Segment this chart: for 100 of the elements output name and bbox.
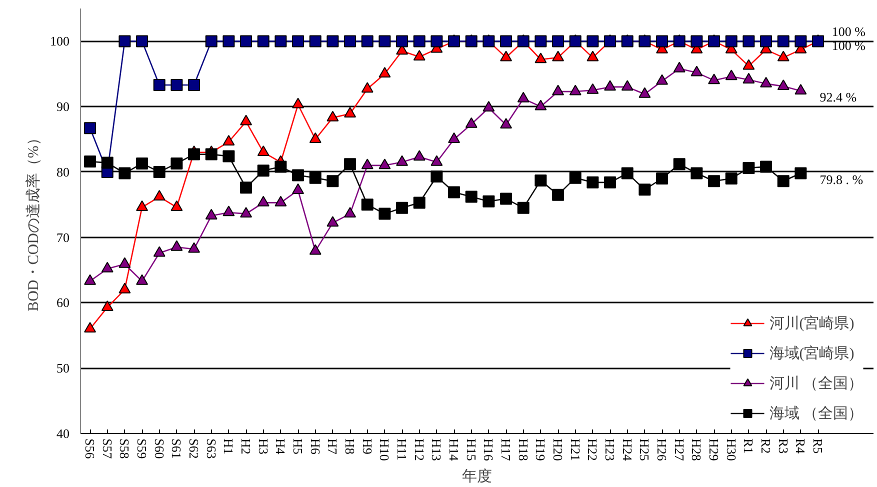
x-tick-label: R5 bbox=[810, 438, 826, 454]
x-tick-label: R1 bbox=[741, 438, 756, 454]
point bbox=[240, 114, 252, 126]
y-tick-label: 50 bbox=[56, 360, 70, 376]
point bbox=[378, 35, 391, 48]
y-axis-title: BOD・CODの達成率（%） bbox=[25, 130, 42, 312]
point bbox=[240, 206, 252, 218]
point bbox=[708, 175, 720, 188]
x-tick-label: S60 bbox=[152, 438, 167, 459]
point bbox=[326, 35, 339, 48]
point bbox=[101, 262, 114, 272]
x-tick-label: S62 bbox=[186, 438, 202, 459]
point bbox=[396, 35, 408, 48]
point bbox=[292, 35, 304, 48]
point bbox=[378, 158, 391, 170]
x-tick-label: H5 bbox=[290, 438, 306, 454]
x-tick-label: H2 bbox=[238, 438, 254, 454]
point bbox=[136, 157, 148, 170]
point bbox=[430, 170, 443, 183]
point bbox=[777, 175, 790, 188]
y-tick-label: 100 bbox=[50, 34, 70, 49]
y-tick-label: 70 bbox=[56, 230, 70, 245]
point bbox=[118, 257, 131, 268]
x-tick-label: H13 bbox=[429, 438, 444, 461]
point bbox=[326, 216, 339, 227]
point bbox=[205, 148, 218, 160]
point bbox=[673, 35, 686, 48]
point bbox=[413, 35, 426, 48]
x-tick-label: H21 bbox=[568, 438, 583, 461]
point bbox=[448, 35, 460, 48]
point bbox=[274, 35, 287, 48]
point bbox=[326, 110, 339, 122]
x-tick-label: S56 bbox=[82, 438, 98, 460]
point bbox=[309, 132, 322, 143]
point bbox=[604, 80, 616, 91]
x-tick-label: H20 bbox=[550, 438, 566, 461]
point bbox=[136, 35, 148, 48]
point bbox=[638, 184, 651, 196]
x-tick-label: H14 bbox=[446, 438, 462, 462]
point bbox=[482, 195, 495, 208]
annotation: 79.8 . % bbox=[820, 172, 864, 187]
point bbox=[552, 84, 564, 96]
point bbox=[205, 35, 218, 48]
point bbox=[413, 150, 426, 161]
x-tick-label: H12 bbox=[412, 438, 427, 461]
point bbox=[344, 158, 356, 170]
point bbox=[742, 59, 755, 70]
point bbox=[84, 274, 96, 285]
point bbox=[84, 322, 96, 333]
y-tick-label: 90 bbox=[56, 99, 70, 114]
point bbox=[170, 200, 183, 211]
point bbox=[378, 208, 391, 220]
x-axis-title: 年度 bbox=[462, 468, 492, 485]
point bbox=[188, 148, 200, 160]
point bbox=[413, 50, 426, 61]
point bbox=[621, 80, 634, 91]
x-tick-label: H17 bbox=[498, 438, 514, 462]
point bbox=[153, 79, 166, 91]
point bbox=[586, 50, 599, 62]
x-tick-label: H18 bbox=[516, 438, 531, 461]
point bbox=[413, 196, 426, 209]
point bbox=[257, 196, 270, 206]
point bbox=[725, 70, 738, 80]
point bbox=[777, 35, 790, 48]
point bbox=[205, 208, 218, 220]
point bbox=[500, 50, 512, 62]
point bbox=[153, 246, 166, 257]
point bbox=[344, 106, 356, 118]
x-tick-label: H1 bbox=[221, 438, 236, 454]
point bbox=[188, 79, 200, 91]
point bbox=[552, 188, 564, 201]
point bbox=[292, 98, 304, 108]
point bbox=[638, 87, 651, 98]
x-tick-label: H4 bbox=[273, 438, 288, 455]
point bbox=[552, 35, 564, 48]
point bbox=[794, 167, 807, 180]
point bbox=[742, 35, 755, 48]
point bbox=[170, 240, 183, 251]
point bbox=[569, 84, 582, 96]
point bbox=[396, 155, 408, 166]
x-tick-label: H24 bbox=[620, 438, 635, 462]
legend-label: 海域 （全国） bbox=[769, 404, 863, 422]
point bbox=[170, 157, 183, 170]
point bbox=[361, 158, 374, 170]
x-tick-label: S59 bbox=[134, 438, 150, 459]
point bbox=[153, 190, 166, 200]
x-tick-label: H19 bbox=[533, 438, 548, 461]
point bbox=[812, 35, 824, 48]
point bbox=[656, 172, 668, 184]
point bbox=[777, 50, 790, 62]
point bbox=[396, 202, 408, 214]
x-tick-label: H30 bbox=[724, 438, 739, 461]
point bbox=[673, 62, 686, 72]
point bbox=[656, 74, 668, 85]
point bbox=[101, 300, 114, 311]
point bbox=[569, 35, 582, 48]
point bbox=[188, 242, 200, 253]
point bbox=[656, 35, 668, 48]
point bbox=[274, 160, 287, 173]
x-tick-label: H6 bbox=[308, 438, 323, 455]
